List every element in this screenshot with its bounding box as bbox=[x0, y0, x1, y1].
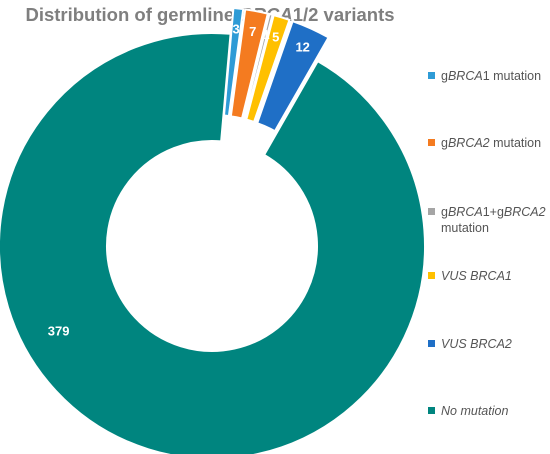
slice-value-label: 379 bbox=[48, 323, 70, 338]
legend-label: gBRCA1 mutation bbox=[441, 69, 542, 83]
slice-vus-brca1 bbox=[245, 13, 291, 124]
legend-swatch bbox=[428, 407, 435, 414]
legend-swatch bbox=[428, 272, 435, 279]
slice-no-mutation bbox=[0, 32, 426, 454]
slice-gbrca1-gbrca2-mutation bbox=[242, 12, 274, 121]
donut-chart: 3 7 1 5 12 379 bbox=[0, 6, 426, 454]
legend-label: No mutation bbox=[441, 404, 509, 418]
legend-swatch bbox=[428, 139, 435, 146]
slice-gbrca1-mutation bbox=[222, 6, 245, 118]
slice-value-label: 5 bbox=[272, 30, 279, 45]
legend-swatch bbox=[428, 72, 435, 79]
legend-swatch bbox=[428, 340, 435, 347]
slice-value-label: 12 bbox=[295, 40, 309, 55]
legend-label: gBRCA2 mutation bbox=[441, 136, 542, 150]
legend-label: gBRCA1+gBRCA2 mutation bbox=[441, 205, 546, 235]
slice-gbrca2-mutation bbox=[229, 8, 270, 120]
slice-value-label: 1 bbox=[262, 27, 269, 42]
slice-vus-brca2 bbox=[255, 19, 330, 133]
slice-value-label: 3 bbox=[232, 21, 239, 36]
legend-swatch bbox=[428, 208, 435, 215]
legend-label: VUS BRCA2 bbox=[441, 337, 512, 351]
slice-value-label: 7 bbox=[249, 24, 256, 39]
legend-label: VUS BRCA1 bbox=[441, 269, 512, 283]
